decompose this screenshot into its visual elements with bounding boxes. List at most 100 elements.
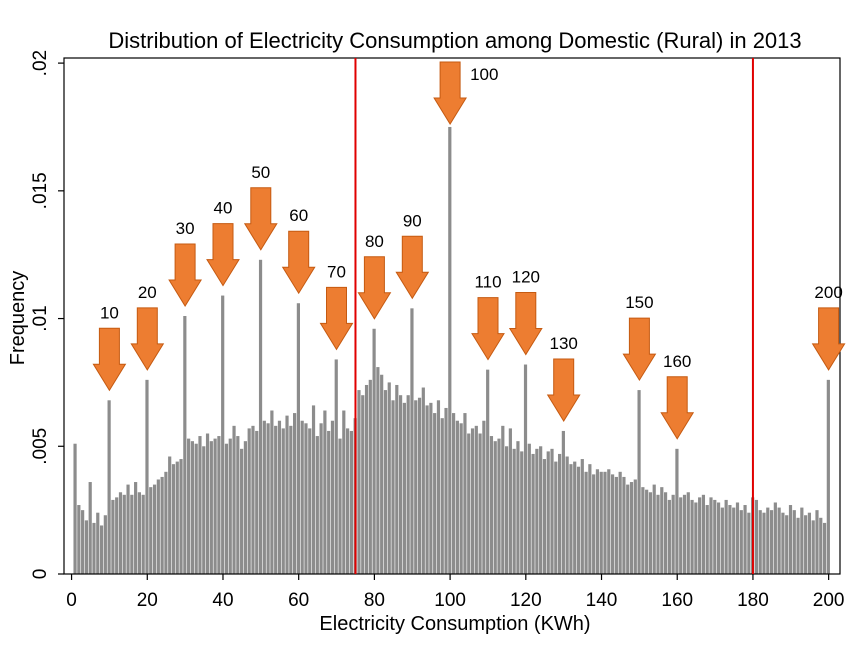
histogram-bar bbox=[262, 420, 266, 574]
histogram-bar bbox=[766, 507, 770, 574]
histogram-bar bbox=[209, 441, 213, 574]
annotation-arrow bbox=[168, 243, 202, 307]
histogram-bar bbox=[88, 482, 92, 574]
histogram-bar bbox=[819, 517, 823, 574]
histogram-bar bbox=[788, 505, 793, 574]
histogram-bar bbox=[478, 433, 482, 574]
histogram-bar bbox=[96, 512, 100, 574]
histogram-bar bbox=[660, 487, 664, 574]
annotation-label: 110 bbox=[474, 273, 501, 292]
histogram-bar bbox=[334, 359, 338, 574]
histogram-bar bbox=[277, 420, 282, 574]
histogram-bar bbox=[505, 446, 509, 574]
histogram-bar bbox=[126, 484, 130, 574]
histogram-bar bbox=[342, 410, 346, 574]
histogram-bar bbox=[399, 395, 403, 574]
histogram-bar bbox=[387, 382, 391, 574]
histogram-bar bbox=[194, 443, 198, 574]
histogram-bar bbox=[346, 428, 350, 574]
histogram-bar bbox=[202, 446, 206, 574]
annotation-arrow bbox=[281, 230, 316, 295]
histogram-bar bbox=[626, 484, 630, 574]
histogram-bar bbox=[716, 502, 721, 574]
histogram-bar bbox=[285, 415, 289, 574]
histogram-bar bbox=[637, 390, 641, 574]
histogram-bar bbox=[391, 400, 395, 574]
histogram-bar bbox=[81, 510, 85, 574]
histogram-bar bbox=[463, 413, 467, 574]
histogram-bar bbox=[160, 476, 164, 574]
annotation-arrow bbox=[433, 61, 467, 125]
histogram-bar bbox=[293, 413, 297, 574]
histogram-bar bbox=[221, 295, 225, 574]
histogram-bar bbox=[266, 423, 270, 574]
histogram-bar bbox=[327, 430, 331, 574]
histogram-bar bbox=[440, 418, 444, 574]
histogram-bar bbox=[380, 374, 384, 574]
histogram-bar bbox=[281, 428, 285, 574]
histogram-bar bbox=[546, 451, 550, 574]
annotation-label: 20 bbox=[138, 283, 157, 302]
histogram-bar bbox=[826, 379, 830, 574]
histogram-bar bbox=[656, 494, 660, 574]
histogram-bar bbox=[115, 497, 119, 574]
x-tick-label: 160 bbox=[661, 590, 693, 611]
x-tick-label: 100 bbox=[434, 590, 466, 611]
histogram-bar bbox=[531, 453, 535, 574]
histogram-bar bbox=[550, 448, 554, 574]
histogram-bar bbox=[361, 395, 365, 574]
histogram-bar bbox=[372, 328, 376, 574]
histogram-bar bbox=[732, 507, 736, 574]
histogram-bar bbox=[357, 390, 361, 574]
histogram-bar bbox=[152, 484, 157, 574]
x-tick-label: 80 bbox=[364, 590, 385, 611]
histogram-bar bbox=[149, 487, 153, 574]
histogram-bar bbox=[486, 369, 490, 574]
histogram-bar bbox=[773, 502, 777, 574]
histogram-bar bbox=[557, 453, 562, 574]
histogram-bar bbox=[576, 466, 581, 574]
annotation-arrow bbox=[319, 286, 354, 351]
histogram-bar bbox=[758, 510, 762, 574]
histogram-bar bbox=[118, 492, 123, 574]
histogram-bar bbox=[754, 499, 759, 574]
y-tick-label: .005 bbox=[30, 428, 51, 465]
histogram-bar bbox=[652, 484, 656, 574]
histogram-bar bbox=[410, 308, 414, 574]
histogram-bar bbox=[720, 507, 724, 574]
histogram-bar bbox=[713, 499, 717, 574]
histogram-bar bbox=[569, 464, 573, 574]
x-tick-label: 0 bbox=[66, 590, 77, 611]
histogram-bar bbox=[130, 494, 134, 574]
annotation-label: 60 bbox=[289, 206, 308, 225]
histogram-bar bbox=[376, 367, 380, 574]
histogram-bar bbox=[296, 303, 300, 574]
histogram-bar bbox=[243, 441, 247, 574]
histogram-bar bbox=[459, 423, 463, 574]
annotation-arrow bbox=[546, 358, 581, 422]
histogram-bar bbox=[728, 505, 732, 574]
histogram-bar bbox=[554, 461, 558, 574]
histogram-bar bbox=[667, 499, 671, 574]
histogram-bar bbox=[402, 402, 406, 574]
histogram-bar bbox=[429, 402, 433, 574]
histogram-bar bbox=[444, 407, 448, 574]
histogram-bar bbox=[709, 497, 713, 574]
annotation-label: 80 bbox=[365, 232, 384, 251]
histogram-bar bbox=[822, 522, 827, 574]
histogram-bar bbox=[330, 420, 335, 574]
histogram-bar bbox=[103, 515, 107, 574]
annotation-arrow bbox=[622, 317, 657, 382]
histogram-bar bbox=[270, 410, 274, 574]
histogram-bar bbox=[308, 428, 312, 574]
histogram-bar bbox=[694, 502, 698, 574]
histogram-bar bbox=[406, 395, 410, 574]
x-tick-label: 20 bbox=[137, 590, 158, 611]
annotation-label: 120 bbox=[512, 268, 540, 287]
histogram-bar bbox=[205, 433, 210, 574]
x-tick-label: 140 bbox=[586, 590, 618, 611]
histogram-bar bbox=[319, 423, 323, 574]
histogram-bar bbox=[77, 505, 81, 574]
histogram-bar bbox=[701, 494, 706, 574]
